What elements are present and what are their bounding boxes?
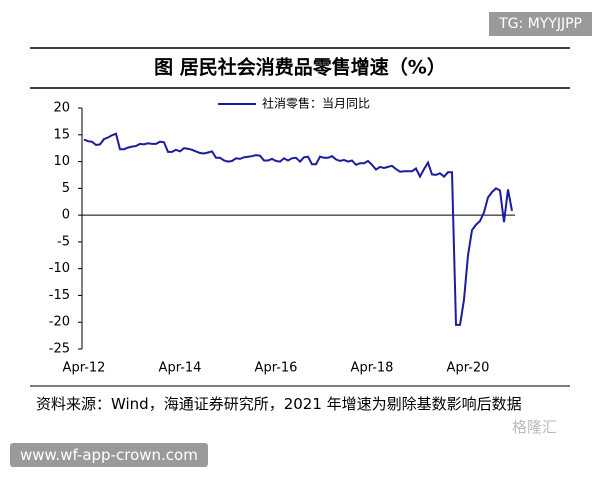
y-tick-label: -20 <box>49 315 70 330</box>
y-tick-label: -25 <box>49 342 70 357</box>
x-tick-label: Apr-20 <box>447 361 490 376</box>
y-tick-label: 5 <box>62 181 70 196</box>
series-line <box>83 132 513 326</box>
watermark: TG: MYYJJPP <box>489 12 592 36</box>
legend-label: 社消零售：当月同比 <box>262 96 370 111</box>
x-tick-label: Apr-18 <box>351 361 394 376</box>
y-tick-label: -10 <box>49 261 70 276</box>
source-note: 资料来源：Wind，海通证券研究所，2021 年增速为剔除基数影响后数据 <box>36 395 522 413</box>
y-tick-label: -5 <box>57 234 70 249</box>
watermark-logo: 格隆汇 <box>512 418 558 436</box>
y-tick-label: 10 <box>53 154 70 169</box>
x-tick-label: Apr-12 <box>63 361 106 376</box>
y-tick-label: 15 <box>53 127 70 142</box>
chart-title: 图 居民社会消费品零售增速（%） <box>154 56 446 79</box>
y-tick-label: 20 <box>53 101 70 116</box>
x-tick-label: Apr-16 <box>255 361 298 376</box>
x-tick-label: Apr-14 <box>159 361 202 376</box>
y-tick-label: 0 <box>62 208 70 223</box>
y-tick-label: -15 <box>49 288 70 303</box>
watermark: www.wf-app-crown.com <box>10 443 208 467</box>
